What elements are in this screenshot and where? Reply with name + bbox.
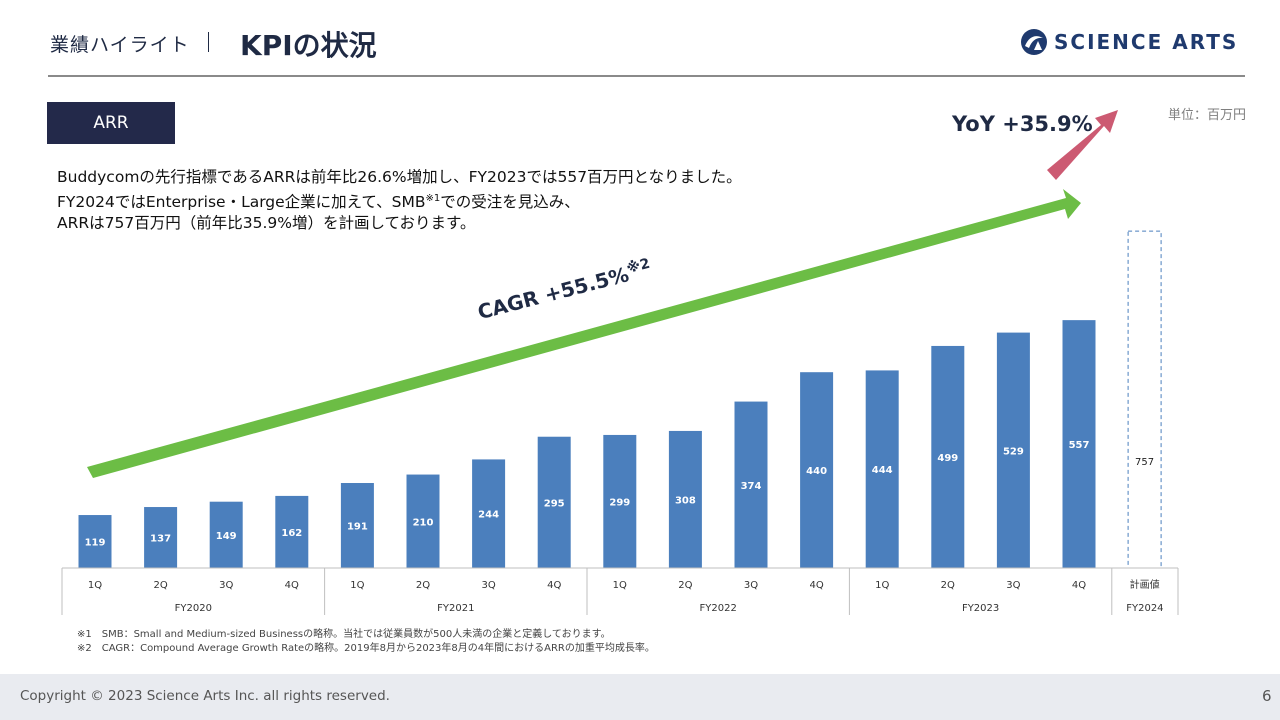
bar (275, 495, 309, 568)
bar (800, 372, 834, 568)
x-tick-label: 1Q (350, 580, 364, 591)
x-tick-label: 1Q (875, 580, 889, 591)
x-group-label: FY2024 (1126, 603, 1163, 614)
bar (78, 515, 112, 568)
footnote-2: ※2 CAGR：Compound Average Growth Rateの略称。… (77, 643, 655, 654)
bar (472, 459, 506, 568)
bar (406, 474, 440, 568)
bar-value-label: 374 (741, 481, 762, 492)
bar-value-label: 557 (1069, 440, 1090, 451)
bar-value-label: 244 (478, 510, 499, 521)
bar-value-label: 499 (937, 453, 958, 464)
bar-value-label: 299 (609, 497, 630, 508)
x-tick-label: 3Q (481, 580, 495, 591)
bar-value-label: 119 (85, 538, 106, 549)
arr-badge: ARR (47, 102, 175, 144)
x-group-label: FY2021 (437, 603, 474, 614)
bar-value-label: 440 (806, 466, 827, 477)
x-tick-label: 2Q (941, 580, 955, 591)
x-tick-label: 2Q (416, 580, 430, 591)
unit-label: 単位：百万円 (1168, 108, 1247, 123)
bar-value-label: 137 (150, 534, 171, 545)
bar-value-label: 191 (347, 522, 368, 533)
bar-value-label: 529 (1003, 446, 1024, 457)
x-tick-label: 2Q (153, 580, 167, 591)
description-line-3: ARRは757百万円（前年比35.9%増）を計画しております。 (57, 214, 476, 233)
bar (1062, 320, 1096, 568)
yoy-growth-arrow (1047, 110, 1118, 180)
x-tick-label: 1Q (88, 580, 102, 591)
header-divider (48, 75, 1245, 77)
bar (865, 370, 899, 568)
section-title: 業績ハイライト (50, 34, 190, 56)
bar (603, 434, 637, 568)
description-text: Buddycomの先行指標であるARRは前年比26.6%増加し、FY2023では… (57, 167, 742, 234)
page-title: KPIの状況 (240, 29, 377, 62)
x-tick-label: 1Q (613, 580, 627, 591)
description-line-2: FY2024ではEnterprise・Large企業に加えて、SMB※1での受注… (57, 188, 742, 213)
x-tick-label: 計画値 (1130, 578, 1160, 591)
bar (734, 401, 768, 568)
bar-plan (1127, 230, 1162, 569)
description-line-2-b: での受注を見込み、 (440, 193, 580, 212)
x-group-label: FY2022 (700, 603, 737, 614)
yoy-annotation: YoY +35.9% (952, 112, 1093, 136)
bar (537, 436, 571, 568)
bar (668, 430, 702, 568)
bar (144, 507, 178, 568)
footnote-ref-1: ※1 (425, 193, 441, 204)
cagr-trend-arrow (87, 189, 1081, 478)
bar-value-label: 757 (1135, 457, 1154, 468)
footer-bar (0, 674, 1280, 720)
bar (340, 483, 374, 568)
x-group-label: FY2020 (175, 603, 212, 614)
x-tick-label: 2Q (678, 580, 692, 591)
copyright-text: Copyright © 2023 Science Arts Inc. all r… (20, 688, 390, 704)
description-line-2-a: FY2024ではEnterprise・Large企業に加えて、SMB (57, 193, 426, 212)
bar-value-label: 149 (216, 531, 237, 542)
bar (209, 501, 243, 568)
science-arts-logo-icon (1021, 29, 1047, 55)
description-line-1: Buddycomの先行指標であるARRは前年比26.6%増加し、FY2023では… (57, 168, 742, 186)
bar-value-label: 295 (544, 498, 565, 509)
x-tick-label: 4Q (1072, 580, 1086, 591)
x-tick-label: 3Q (1006, 580, 1020, 591)
footnotes: ※1 SMB：Small and Medium-sized Businessの略… (77, 628, 655, 656)
x-tick-label: 3Q (219, 580, 233, 591)
bar (931, 345, 965, 568)
company-logo: SCIENCE ARTS (1020, 28, 1238, 56)
logo-text: SCIENCE ARTS (1054, 30, 1239, 54)
bar-value-label: 162 (281, 528, 302, 539)
x-tick-label: 4Q (285, 580, 299, 591)
bar-value-label: 210 (413, 517, 434, 528)
footnote-1: ※1 SMB：Small and Medium-sized Businessの略… (77, 629, 611, 640)
header-separator (208, 32, 209, 52)
x-group-label: FY2023 (962, 603, 999, 614)
page-number: 6 (1262, 687, 1272, 705)
x-tick-label: 4Q (809, 580, 823, 591)
bar-value-label: 444 (872, 465, 893, 476)
x-tick-label: 4Q (547, 580, 561, 591)
bar-value-label: 308 (675, 495, 696, 506)
x-tick-label: 3Q (744, 580, 758, 591)
bar (996, 332, 1030, 568)
